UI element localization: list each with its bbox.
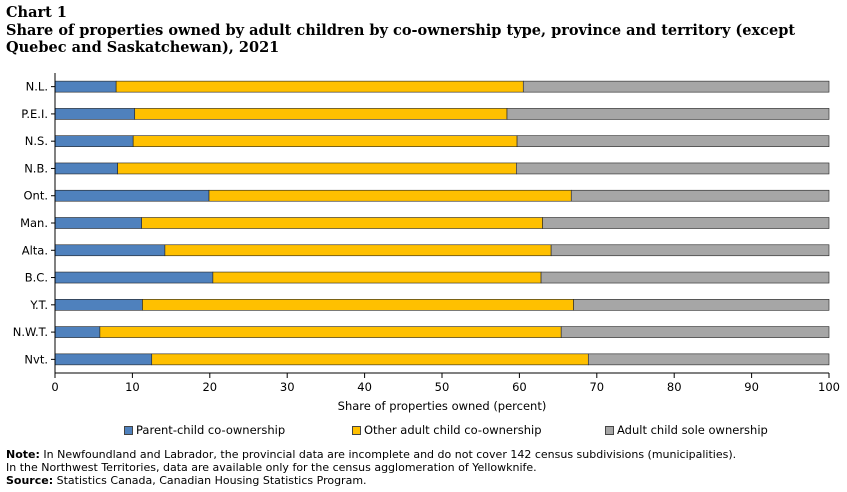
source-text: Statistics Canada, Canadian Housing Stat… [56, 474, 367, 487]
note-text-1: In Newfoundland and Labrador, the provin… [43, 448, 737, 461]
note-label: Note: [6, 448, 40, 461]
bar-segment [54, 162, 118, 175]
x-tick-label: 20 [202, 380, 217, 394]
bar-segment [141, 217, 543, 229]
bar-segment [164, 244, 552, 257]
bar-segment [99, 326, 562, 338]
bar-segment [54, 244, 166, 257]
bar-segment [560, 326, 830, 338]
chart-label: Chart 1 [6, 4, 67, 21]
category-label: Ont. [23, 189, 48, 203]
note-line-1: Note: In Newfoundland and Labrador, the … [6, 448, 841, 461]
stacked-bar-chart: N.L. P.E.I. N.S. N.B. Ont. Man. Alta. B.C. Y.T. N… [13, 73, 840, 413]
bar-segment [587, 353, 830, 366]
legend-swatch-other-co-ownership [352, 425, 361, 435]
x-tick-label: 100 [818, 380, 840, 394]
footnotes: Note: In Newfoundland and Labrador, the … [6, 448, 841, 487]
category-label: N.L. [26, 80, 48, 94]
category-label: Man. [20, 216, 48, 230]
bar-segment [54, 80, 117, 93]
bar-segment [54, 299, 143, 311]
x-tick-label: 0 [51, 380, 58, 394]
bar-segment [542, 217, 830, 229]
bar-segment [550, 244, 830, 257]
legend-item-parent-child: Parent-child co-ownership [124, 423, 285, 437]
note-line-2: In the Northwest Territories, data are a… [6, 461, 537, 474]
x-tick-label: 80 [667, 380, 682, 394]
x-tick-label: 60 [512, 380, 527, 394]
bar-segment [54, 271, 214, 284]
bar-segment [54, 189, 210, 202]
bar-segment [54, 326, 101, 338]
bar-segment [132, 135, 518, 147]
bar-segment [522, 80, 830, 93]
legend-label-other-co-ownership: Other adult child co-ownership [364, 423, 542, 437]
bar-segment [54, 135, 134, 147]
bar-segment [142, 299, 574, 311]
legend-item-sole-ownership: Adult child sole ownership [605, 423, 768, 437]
x-tick-label: 10 [125, 380, 140, 394]
category-label: Alta. [22, 243, 48, 257]
chart-title: Share of properties owned by adult child… [6, 22, 796, 56]
bar-segment [212, 271, 542, 284]
category-label: N.S. [25, 134, 48, 148]
bar-segment [54, 217, 142, 229]
legend-swatch-sole-ownership [605, 425, 614, 435]
bar-segment [134, 108, 508, 120]
bar-segment [516, 135, 830, 147]
bar-segment [540, 271, 830, 284]
bar-segment [506, 108, 830, 120]
bar-segment [54, 108, 136, 120]
bar-segment [115, 80, 524, 93]
bar-segment [573, 299, 830, 311]
category-label: Y.T. [29, 298, 48, 312]
category-label: N.B. [24, 161, 48, 175]
category-label: B.C. [25, 271, 48, 285]
x-tick-label: 90 [744, 380, 759, 394]
legend-label-sole-ownership: Adult child sole ownership [617, 423, 768, 437]
x-tick-label: 70 [589, 380, 604, 394]
source-label: Source: [6, 474, 54, 487]
legend-item-other-co-ownership: Other adult child co-ownership [352, 423, 542, 437]
x-tick-label: 30 [280, 380, 295, 394]
category-label: N.W.T. [13, 325, 48, 339]
x-tick-label: 40 [357, 380, 372, 394]
bar-segment [516, 162, 830, 175]
bar-segment [208, 189, 572, 202]
legend: Parent-child co-ownership Other adult ch… [0, 423, 847, 439]
bar-segment [151, 353, 589, 366]
bar-segment [570, 189, 830, 202]
category-label: Nvt. [24, 352, 48, 366]
legend-swatch-parent-child [124, 425, 133, 435]
bar-segment [117, 162, 517, 175]
category-label: P.E.I. [21, 107, 48, 121]
source-line: Source: Statistics Canada, Canadian Hous… [6, 474, 841, 487]
x-axis-label: Share of properties owned (percent) [338, 399, 547, 413]
x-tick-label: 50 [435, 380, 450, 394]
bar-segment [54, 353, 153, 366]
legend-label-parent-child: Parent-child co-ownership [136, 423, 286, 437]
